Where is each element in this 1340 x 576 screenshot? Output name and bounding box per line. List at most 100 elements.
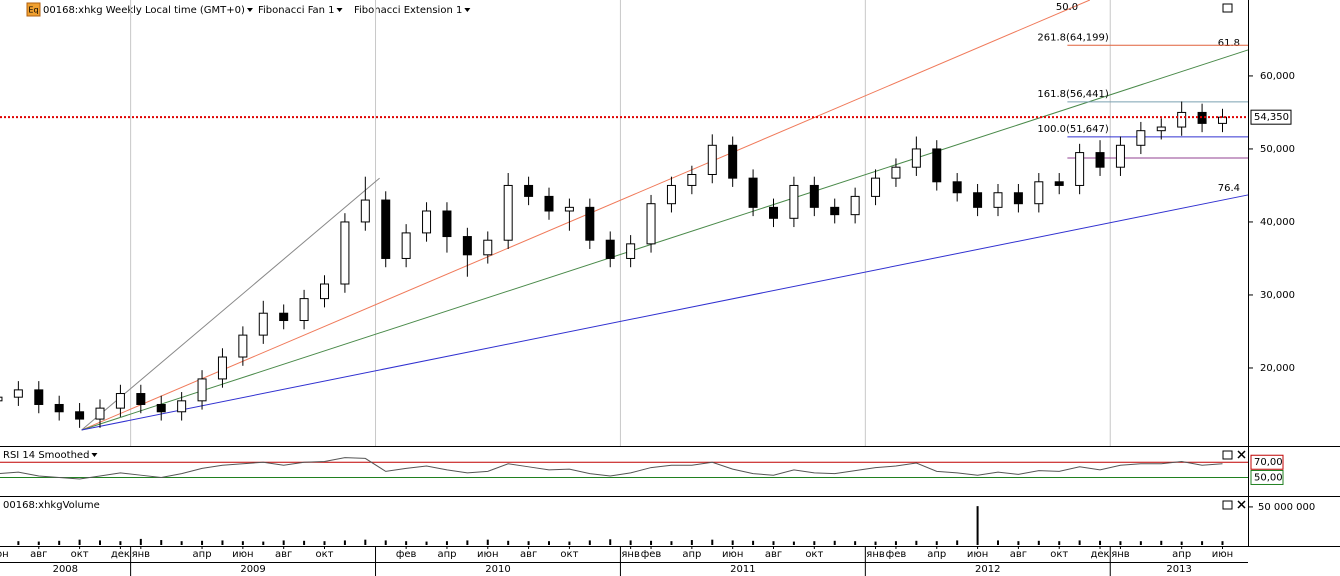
- volume-bar: [180, 541, 183, 545]
- x-tick-label: окт: [71, 549, 89, 560]
- candle-body: [95, 407, 105, 420]
- volume-bar: [160, 540, 163, 545]
- x-tick-label: апр: [682, 549, 701, 560]
- volume-bar: [37, 541, 40, 545]
- candle-body: [1156, 126, 1166, 132]
- volume-bar: [139, 538, 142, 545]
- fan-label: 61.8: [1218, 38, 1240, 49]
- fan-line: [81, 194, 1249, 431]
- fan-label: 76.4: [1218, 183, 1240, 194]
- volume-bar: [486, 539, 489, 545]
- x-tick-label: янв: [621, 549, 640, 560]
- candle-body: [891, 166, 901, 179]
- indicator-label[interactable]: Fibonacci Extension 1: [354, 5, 462, 16]
- y-tick-label: 20,000: [1260, 363, 1295, 374]
- volume-bar: [609, 539, 612, 545]
- volume-bar: [1099, 540, 1102, 545]
- volume-bar: [1139, 541, 1142, 545]
- volume-bar: [976, 506, 979, 545]
- x-tick-label: окт: [1050, 549, 1068, 560]
- extension-label: 261.8(64,199): [1037, 32, 1109, 43]
- indicator-label[interactable]: Fibonacci Fan 1: [258, 5, 335, 16]
- fan-trend-line: [81, 177, 380, 431]
- volume-bar: [343, 540, 346, 545]
- candle-body: [1054, 181, 1064, 186]
- candle-body: [54, 403, 64, 413]
- candle-body: [789, 184, 799, 219]
- fan-label: 50.0: [1056, 2, 1078, 13]
- y-tick-label: 30,000: [1260, 290, 1295, 301]
- dropdown-arrow: [246, 8, 253, 12]
- candle-body: [830, 206, 840, 216]
- x-tick-label: июн: [967, 549, 988, 560]
- candle-body: [768, 206, 778, 219]
- x-tick-label: окт: [805, 549, 823, 560]
- volume-bar: [670, 541, 673, 545]
- year-label: 2013: [1166, 564, 1191, 575]
- x-tick-label: авг: [30, 549, 47, 560]
- candle-body: [1136, 130, 1146, 146]
- symbol-icon[interactable]: [26, 2, 41, 17]
- dropdown-arrow: [91, 453, 98, 457]
- volume-bar: [1119, 541, 1122, 545]
- threshold-box: [1250, 469, 1284, 485]
- volume-bar: [1221, 541, 1224, 545]
- volume-bar: [1201, 541, 1204, 545]
- candle-body: [401, 232, 411, 259]
- icon-label: Eq: [28, 6, 38, 15]
- volume-bar: [99, 540, 102, 545]
- rsi-title[interactable]: RSI 14 Smoothed: [3, 450, 89, 461]
- volume-bar: [323, 541, 326, 545]
- candle-body: [1115, 144, 1125, 168]
- volume-bar: [78, 539, 81, 545]
- rsi-line: [0, 457, 1223, 480]
- candle-body: [993, 192, 1003, 208]
- candle-body: [524, 184, 534, 197]
- volume-bar: [527, 541, 530, 545]
- y-tick-label: 50,00: [1254, 472, 1283, 483]
- chart-title[interactable]: 00168:xhkg Weekly Local time (GMT+0): [43, 5, 245, 16]
- volume-bar: [1037, 540, 1040, 545]
- close-button[interactable]: [1237, 500, 1246, 509]
- maximize-button[interactable]: [1222, 500, 1233, 510]
- candle-body: [1075, 152, 1085, 186]
- frame: [0, 0, 1340, 563]
- maximize-button[interactable]: [1222, 450, 1233, 460]
- volume-bar: [282, 540, 285, 545]
- candle-body: [564, 206, 574, 212]
- candle-body: [381, 199, 391, 259]
- volume-bar: [731, 540, 734, 545]
- candle-body: [217, 356, 227, 380]
- volume-bar: [17, 541, 20, 545]
- x-tick-label: июн: [0, 549, 9, 560]
- last-price-label: 54,350: [1254, 112, 1289, 123]
- candle-body: [462, 236, 472, 256]
- volume-bar: [854, 541, 857, 545]
- candle-body: [320, 283, 330, 300]
- volume-bar: [547, 541, 550, 545]
- volume-bar: [568, 541, 571, 545]
- year-label: 2012: [975, 564, 1000, 575]
- volume-bar: [629, 540, 632, 545]
- candle-body: [279, 312, 289, 322]
- last-price-box: [1250, 109, 1292, 125]
- extension-label: 100.0(51,647): [1037, 124, 1109, 135]
- candle-body: [299, 298, 309, 322]
- candle-body: [626, 243, 636, 259]
- volume-bar: [201, 540, 204, 545]
- candle-body: [1197, 111, 1207, 124]
- volume-bar: [58, 540, 61, 545]
- dropdown-arrow: [336, 8, 343, 12]
- volume-bar: [772, 541, 775, 545]
- volume-bar: [262, 541, 265, 545]
- maximize-button[interactable]: [1222, 3, 1233, 13]
- candle-body: [850, 195, 860, 216]
- x-tick-label: авг: [1010, 549, 1027, 560]
- year-label: 2010: [485, 564, 510, 575]
- volume-bar: [303, 540, 306, 545]
- candle-body: [442, 210, 452, 238]
- close-button[interactable]: [1237, 450, 1246, 459]
- candle-body: [1013, 192, 1023, 205]
- volume-bar: [588, 540, 591, 545]
